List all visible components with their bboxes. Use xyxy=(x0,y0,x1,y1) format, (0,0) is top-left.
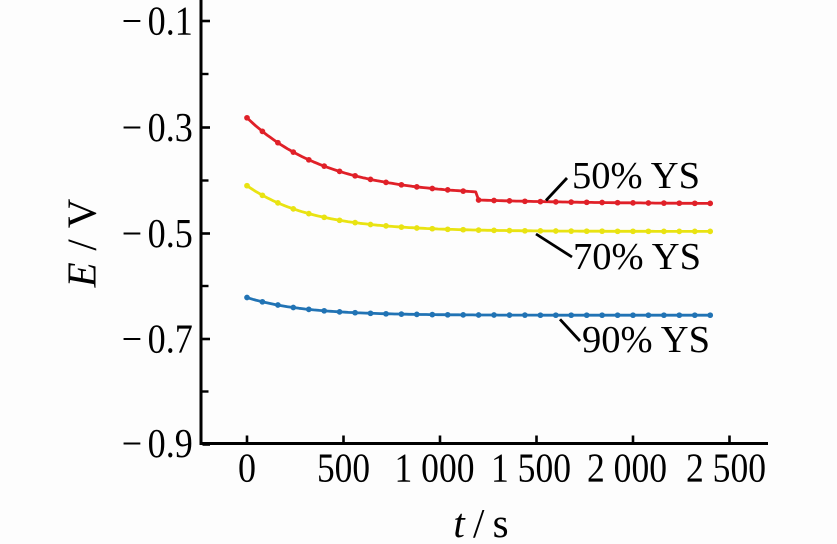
svg-text:− 0.5: − 0.5 xyxy=(122,210,193,256)
svg-text:50% YS: 50% YS xyxy=(572,155,700,197)
svg-text:2 000: 2 000 xyxy=(587,445,667,491)
svg-text:− 0.3: − 0.3 xyxy=(122,104,193,150)
svg-text:0: 0 xyxy=(238,445,256,491)
svg-text:70% YS: 70% YS xyxy=(573,236,701,278)
svg-text:2 500: 2 500 xyxy=(686,445,766,491)
svg-text:1 500: 1 500 xyxy=(491,445,571,491)
svg-text:t / s: t / s xyxy=(453,500,508,539)
svg-text:− 0.7: − 0.7 xyxy=(122,316,193,362)
svg-text:− 0.1: − 0.1 xyxy=(122,0,193,44)
svg-text:500: 500 xyxy=(317,445,370,491)
svg-text:− 0.9: − 0.9 xyxy=(122,420,193,466)
svg-text:1 000: 1 000 xyxy=(395,445,475,491)
svg-text:E / V: E / V xyxy=(59,198,105,288)
svg-text:90% YS: 90% YS xyxy=(582,319,710,361)
